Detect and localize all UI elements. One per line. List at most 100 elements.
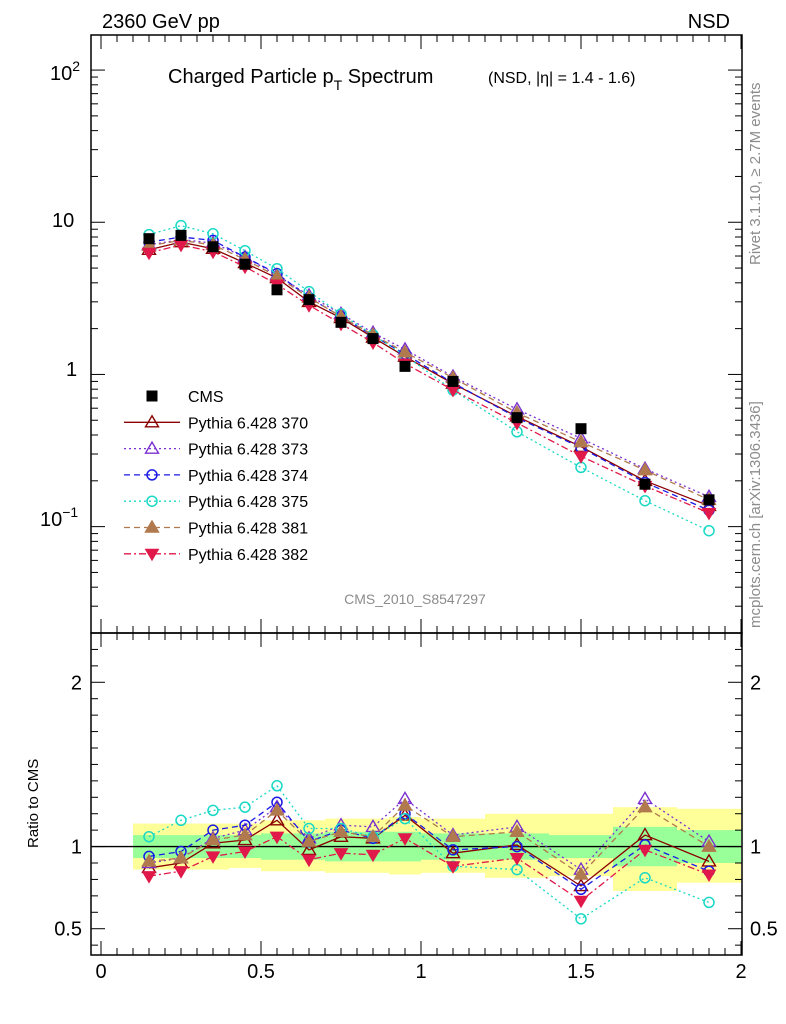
spectrum-ticks — [91, 35, 742, 634]
ratio-line — [148, 801, 710, 891]
legend-marker — [144, 548, 160, 562]
ytick-label-left: 0.5 — [54, 919, 82, 941]
ytick-label-left: 2 — [71, 672, 82, 694]
spectrum-frame — [90, 34, 743, 634]
ratio-point-pythia-6-428-381 — [701, 838, 717, 852]
legend-marker — [146, 390, 158, 402]
ytick-label-100: 102 — [50, 58, 80, 85]
ratio-line — [148, 784, 710, 920]
point-cms — [703, 494, 715, 506]
ratio-point-pythia-6-428-382 — [269, 831, 285, 845]
ratio-point-pythia-6-428-375 — [703, 896, 715, 909]
ratio-point-pythia-6-428-381 — [205, 832, 221, 846]
legend-marker — [144, 414, 160, 428]
legend-label: Pythia 6.428 370 — [188, 415, 308, 432]
xtick-label: 1.5 — [567, 961, 595, 983]
legend-marker — [146, 495, 158, 507]
ratio-point-pythia-6-428-382 — [173, 866, 189, 879]
ratio-point-pythia-6-428-382 — [301, 854, 317, 868]
ratio-point-pythia-6-428-375 — [399, 812, 411, 825]
ratio-point-pythia-6-428-381 — [237, 827, 253, 841]
ytick-label-0.1: 10−1 — [40, 504, 78, 531]
chart-title: Charged Particle pT Spectrum — [168, 66, 433, 93]
spectrum-panel: 102 10 1 10−1 Charged Particle pT Spectr… — [40, 34, 743, 634]
rivet-version-label: Rivet 3.1.10, ≥ 2.7M events — [747, 83, 764, 266]
ratio-point-pythia-6-428-374 — [511, 840, 523, 853]
point-pythia-6-428-375 — [639, 494, 651, 507]
series-pythia-6-428-373 — [141, 231, 717, 503]
legend-item-pythia-6-428-373: Pythia 6.428 373 — [124, 440, 308, 459]
ratio-point-pythia-6-428-374 — [575, 883, 587, 896]
ratio-point-pythia-6-428-370 — [509, 837, 525, 851]
point-cms — [239, 258, 251, 270]
point-cms — [207, 241, 219, 253]
ratio-point-pythia-6-428-370 — [269, 812, 285, 826]
ratio-point-pythia-6-428-381 — [397, 797, 413, 811]
series-pythia-6-428-381 — [141, 232, 717, 506]
ratio-point-pythia-6-428-370 — [301, 841, 317, 856]
ratio-point-pythia-6-428-382 — [637, 844, 653, 858]
ratio-point-pythia-6-428-382 — [701, 869, 717, 882]
point-pythia-6-428-382 — [141, 247, 157, 261]
ratio-point-pythia-6-428-381 — [573, 866, 589, 880]
legend-item-pythia-6-428-374: Pythia 6.428 374 — [124, 468, 308, 485]
legend-item-pythia-6-428-375: Pythia 6.428 375 — [124, 494, 308, 511]
legend-item-pythia-6-428-370: Pythia 6.428 370 — [124, 414, 308, 432]
point-pythia-6-428-381 — [397, 344, 413, 358]
point-cms — [575, 423, 587, 435]
series-line-pythia-6-428-370 — [148, 241, 710, 507]
point-cms — [175, 229, 187, 241]
ratio-panel: 0 0.5 1 1.5 20.5 0.51 12 2 Ratio to CMS — [25, 632, 778, 983]
ratio-series-pythia-6-428-382 — [141, 831, 717, 909]
ratio-point-pythia-6-428-381 — [637, 799, 653, 813]
point-pythia-6-428-382 — [573, 451, 589, 464]
ratio-point-pythia-6-428-381 — [333, 823, 349, 838]
ratio-ticks — [91, 633, 742, 955]
ytick-label-right: 2 — [750, 672, 761, 694]
point-pythia-6-428-381 — [573, 434, 589, 448]
ratio-point-pythia-6-428-375 — [271, 780, 283, 792]
legend-marker — [146, 469, 158, 481]
legend-item-pythia-6-428-382: Pythia 6.428 382 — [124, 547, 308, 564]
ratio-point-pythia-6-428-381 — [301, 833, 317, 847]
chart-title-subtitle: (NSD, |η| = 1.4 - 1.6) — [488, 70, 635, 87]
ratio-point-pythia-6-428-381 — [509, 823, 525, 838]
xtick-label: 0.5 — [247, 961, 275, 983]
point-cms — [639, 478, 651, 490]
legend-marker — [144, 519, 160, 533]
series-pythia-6-428-375 — [143, 219, 715, 537]
ratio-point-pythia-6-428-375 — [575, 913, 587, 925]
ytick-label-right: 1 — [750, 837, 761, 859]
header-left-label: 2360 GeV pp — [102, 11, 220, 33]
ratio-point-pythia-6-428-382 — [205, 851, 221, 864]
xtick-label: 0 — [95, 961, 106, 983]
xtick-label: 1 — [415, 961, 426, 983]
point-cms — [303, 294, 315, 306]
point-cms — [143, 233, 155, 245]
ytick-label-left: 1 — [71, 837, 82, 859]
ratio-point-pythia-6-428-382 — [509, 853, 525, 866]
point-pythia-6-428-375 — [703, 524, 715, 537]
point-cms — [271, 284, 283, 296]
ratio-point-pythia-6-428-375 — [143, 830, 155, 843]
ratio-point-pythia-6-428-375 — [239, 801, 251, 813]
ratio-point-pythia-6-428-381 — [269, 802, 285, 816]
series-cms — [143, 229, 715, 506]
legend-item-cms: CMS — [146, 389, 224, 406]
ratio-point-pythia-6-428-382 — [445, 861, 461, 874]
ratio-point-pythia-6-428-382 — [333, 848, 349, 861]
ratio-tick-labels: 0 0.5 1 1.5 20.5 0.51 12 2 — [54, 672, 778, 983]
header-right-label: NSD — [688, 11, 730, 33]
series-line-pythia-6-428-382 — [148, 244, 710, 514]
point-pythia-6-428-382 — [701, 507, 717, 521]
ratio-point-pythia-6-428-370 — [445, 845, 461, 859]
point-cms — [511, 412, 523, 424]
xtick-label: 2 — [735, 961, 746, 983]
ratio-point-pythia-6-428-381 — [141, 853, 157, 867]
ratio-point-pythia-6-428-382 — [141, 871, 157, 884]
analysis-label: CMS_2010_S8547297 — [344, 591, 486, 607]
ratio-line — [148, 804, 710, 876]
ytick-label-right: 0.5 — [750, 919, 778, 941]
legend: CMS Pythia 6.428 370 Pythia 6.428 373 Pythi… — [124, 389, 308, 564]
legend-label: Pythia 6.428 374 — [188, 468, 308, 485]
